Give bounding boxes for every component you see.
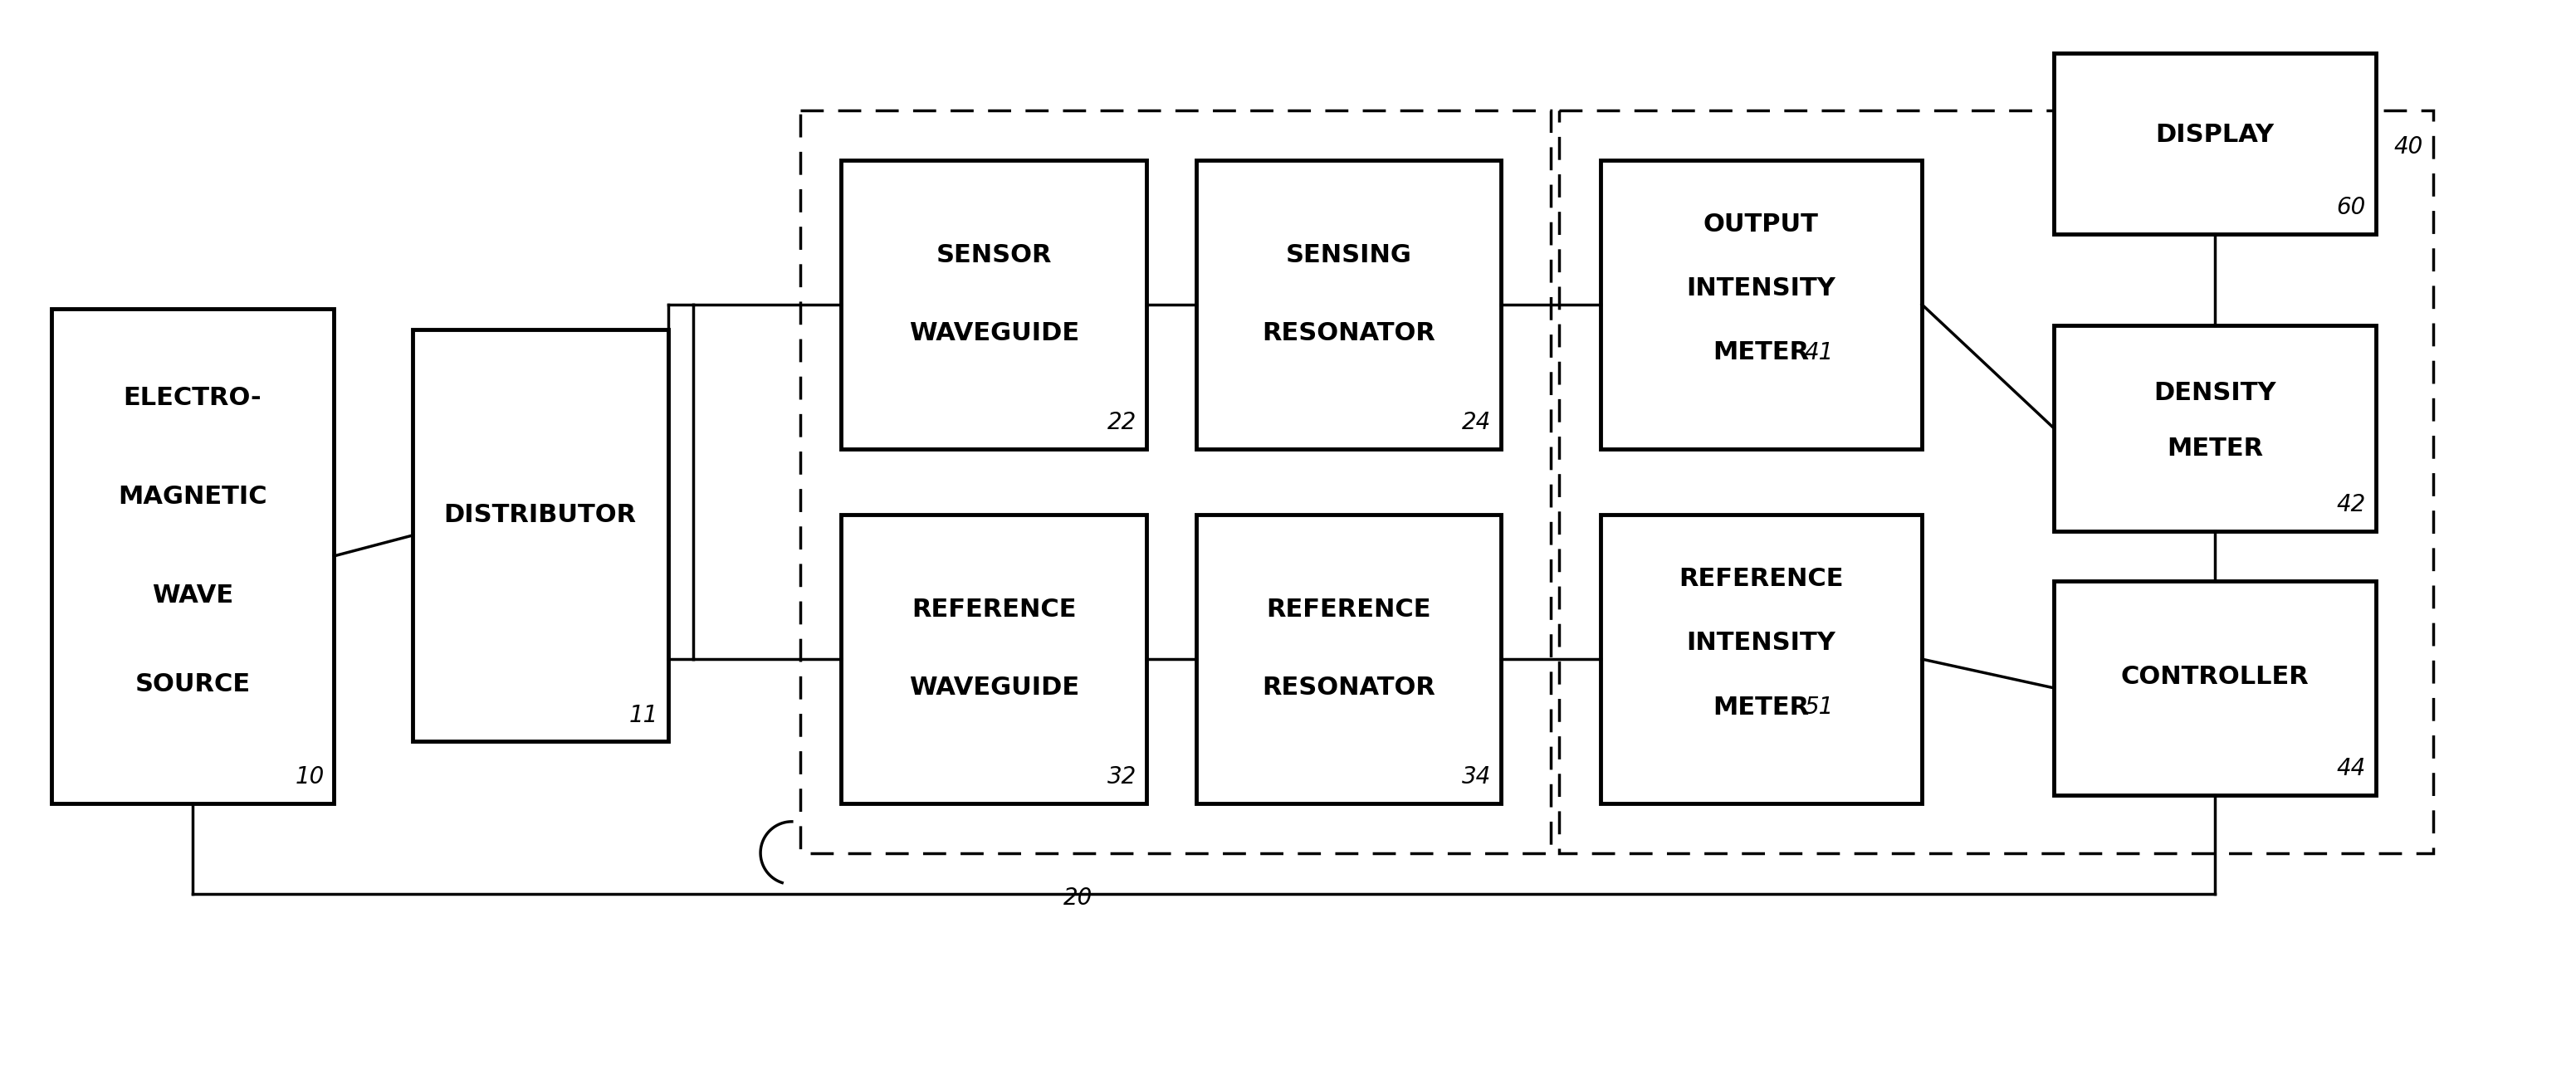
Text: 10: 10 [294, 765, 325, 788]
Text: 42: 42 [2336, 493, 2365, 516]
Bar [2053, 325, 2375, 531]
Bar [52, 309, 335, 803]
Text: METER: METER [2166, 437, 2262, 461]
Text: 32: 32 [1108, 765, 1136, 788]
Text: MAGNETIC: MAGNETIC [118, 485, 268, 508]
Text: 11: 11 [629, 704, 659, 726]
Text: RESONATOR: RESONATOR [1262, 321, 1435, 346]
Text: SENSOR: SENSOR [935, 244, 1051, 268]
Bar [842, 515, 1146, 803]
Text: DISTRIBUTOR: DISTRIBUTOR [443, 503, 636, 527]
Bar [842, 160, 1146, 449]
Text: CONTROLLER: CONTROLLER [2120, 666, 2308, 689]
Text: DISPLAY: DISPLAY [2156, 122, 2275, 146]
Text: INTENSITY: INTENSITY [1687, 276, 1837, 300]
Bar [1600, 160, 1922, 449]
Text: INTENSITY: INTENSITY [1687, 631, 1837, 655]
Bar [801, 111, 1551, 853]
Text: WAVE: WAVE [152, 583, 234, 608]
Text: 44: 44 [2336, 757, 2365, 780]
Text: REFERENCE: REFERENCE [1267, 598, 1432, 622]
Text: WAVEGUIDE: WAVEGUIDE [909, 321, 1079, 346]
Text: SOURCE: SOURCE [134, 673, 250, 697]
Text: ELECTRO-: ELECTRO- [124, 386, 263, 410]
Text: 40: 40 [2393, 136, 2424, 158]
Text: 24: 24 [1463, 411, 1492, 434]
Text: DENSITY: DENSITY [2154, 382, 2277, 405]
Text: REFERENCE: REFERENCE [1680, 567, 1844, 591]
Text: METER: METER [1713, 340, 1808, 364]
Text: SENSING: SENSING [1285, 244, 1412, 268]
Bar [1600, 515, 1922, 803]
Text: 51: 51 [1803, 696, 1834, 719]
Text: 41: 41 [1803, 341, 1834, 364]
Text: OUTPUT: OUTPUT [1703, 212, 1819, 236]
Bar [2053, 53, 2375, 234]
Text: 34: 34 [1463, 765, 1492, 788]
Text: WAVEGUIDE: WAVEGUIDE [909, 676, 1079, 700]
Bar [412, 330, 667, 741]
Text: METER: METER [1713, 695, 1808, 720]
Bar [2053, 581, 2375, 796]
Text: 22: 22 [1108, 411, 1136, 434]
Text: 60: 60 [2336, 196, 2365, 220]
Bar [1195, 160, 1502, 449]
Bar [1558, 111, 2434, 853]
Text: 20: 20 [1064, 887, 1092, 909]
Text: RESONATOR: RESONATOR [1262, 676, 1435, 700]
Bar [1195, 515, 1502, 803]
Text: REFERENCE: REFERENCE [912, 598, 1077, 622]
